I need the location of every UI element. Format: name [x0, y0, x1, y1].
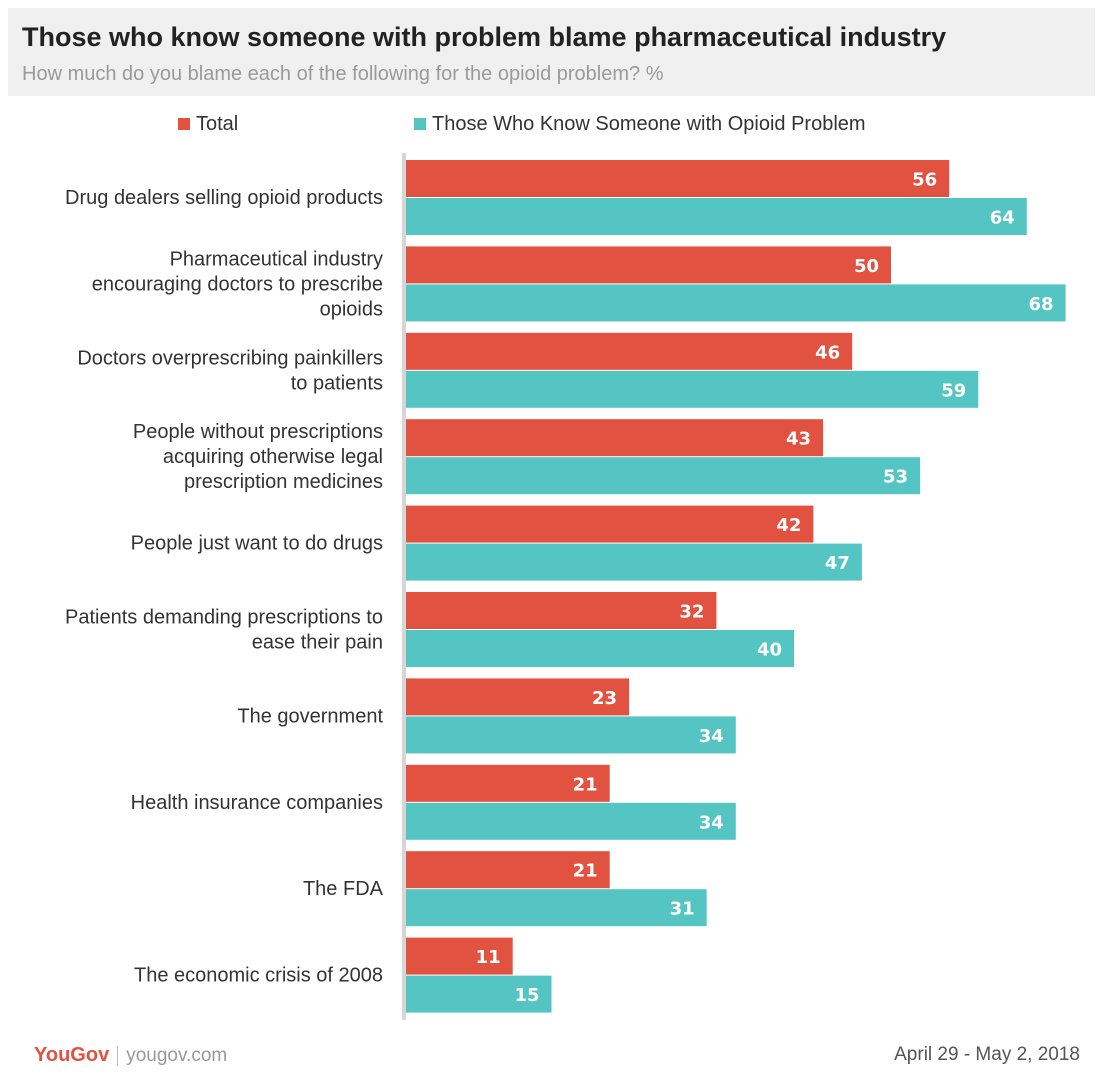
value-label-know-9: 15: [514, 985, 539, 1006]
category-label-2-line-1: to patients: [291, 372, 383, 394]
category-label-8: The FDA: [303, 878, 384, 900]
category-label-3-line-0: People without prescriptions: [133, 421, 383, 443]
bar-total-2: [406, 332, 853, 370]
category-label-5-line-1: ease their pain: [252, 632, 383, 654]
legend-swatch-total: [178, 118, 190, 130]
value-label-know-6: 34: [699, 726, 724, 747]
bar-know-7: [406, 802, 736, 840]
value-label-know-1: 68: [1029, 294, 1054, 315]
value-label-total-8: 21: [573, 861, 598, 882]
bar-know-0: [406, 198, 1027, 235]
category-label-3-line-1: acquiring otherwise legal: [163, 446, 383, 468]
bar-total-9: [406, 937, 513, 975]
value-label-total-5: 32: [679, 602, 704, 623]
brand-divider: [117, 1045, 119, 1066]
legend-item-know: Those Who Know Someone with Opioid Probl…: [414, 112, 866, 136]
category-label-6: The government: [237, 705, 383, 727]
bar-know-3: [406, 457, 921, 495]
category-label-1-line-0: Pharmaceutical industry: [170, 248, 383, 270]
bar-total-0: [406, 160, 950, 197]
value-label-total-7: 21: [573, 774, 598, 795]
value-label-total-6: 23: [592, 688, 617, 709]
chart-title: Those who know someone with problem blam…: [22, 22, 947, 52]
footer-brand: YouGov yougov.com: [34, 1044, 227, 1067]
brand-url: yougov.com: [126, 1044, 228, 1066]
bar-know-4: [406, 543, 862, 581]
category-label-4: People just want to do drugs: [131, 533, 383, 555]
bar-know-5: [406, 630, 794, 667]
legend-label-total: Total: [196, 112, 239, 135]
value-label-total-2: 46: [815, 342, 840, 363]
value-label-total-0: 56: [912, 170, 937, 191]
bar-know-6: [406, 716, 736, 754]
bar-total-8: [406, 851, 610, 889]
category-label-2-line-0: Doctors overprescribing painkillers: [77, 347, 383, 369]
value-label-total-9: 11: [476, 947, 501, 968]
value-label-know-0: 64: [990, 208, 1015, 229]
category-label-3-line-2: prescription medicines: [184, 471, 383, 493]
value-label-know-4: 47: [825, 553, 850, 574]
bar-total-6: [406, 678, 630, 716]
bar-total-7: [406, 764, 610, 802]
value-label-know-2: 59: [941, 380, 966, 401]
bar-know-2: [406, 370, 979, 408]
category-label-1-line-1: encouraging doctors to prescribe: [92, 273, 383, 295]
header-panel: Those who know someone with problem blam…: [8, 8, 1095, 96]
category-label-5-line-0: Patients demanding prescriptions to: [65, 607, 383, 629]
value-label-know-8: 31: [670, 899, 695, 920]
value-label-total-4: 42: [776, 515, 801, 536]
legend-label-know: Those Who Know Someone with Opioid Probl…: [432, 112, 866, 135]
bar-total-3: [406, 419, 824, 457]
bar-total-5: [406, 592, 717, 629]
category-label-9: The economic crisis of 2008: [134, 965, 383, 987]
category-label-7: Health insurance companies: [131, 792, 383, 814]
yougov-logo: YouGov: [34, 1044, 110, 1066]
value-label-know-7: 34: [699, 812, 724, 833]
value-label-total-1: 50: [854, 256, 879, 277]
value-label-total-3: 43: [786, 429, 811, 450]
survey-date: April 29 - May 2, 2018: [894, 1044, 1080, 1065]
value-label-know-5: 40: [757, 640, 782, 661]
bar-know-8: [406, 889, 707, 927]
category-label-1-line-2: opioids: [320, 298, 383, 320]
chart-subtitle: How much do you blame each of the follow…: [22, 63, 664, 85]
legend-swatch-know: [414, 118, 426, 130]
bar-know-1: [406, 284, 1066, 322]
value-label-know-3: 53: [883, 467, 908, 488]
bar-total-1: [406, 246, 891, 284]
category-label-0: Drug dealers selling opioid products: [65, 187, 383, 209]
bar-know-9: [406, 975, 552, 1013]
legend-item-total: Total: [178, 112, 238, 136]
bar-total-4: [406, 505, 814, 543]
